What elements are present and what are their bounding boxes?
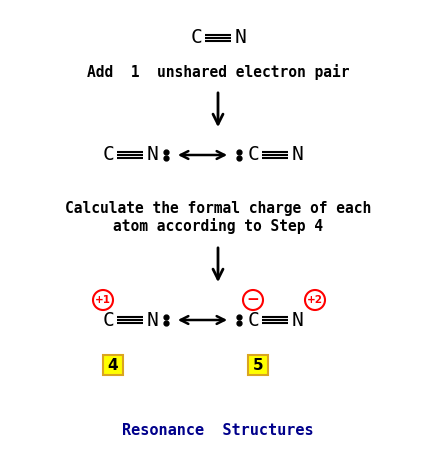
Text: N: N [291,146,303,165]
Text: N: N [291,311,303,330]
Text: +2: +2 [307,295,323,305]
Text: Add  1  unshared electron pair: Add 1 unshared electron pair [87,64,349,80]
Text: C: C [247,146,259,165]
Text: Calculate the formal charge of each: Calculate the formal charge of each [65,200,371,215]
Text: +1: +1 [95,295,111,305]
Text: C: C [190,28,202,47]
Text: C: C [102,311,114,330]
Text: C: C [102,146,114,165]
FancyBboxPatch shape [103,355,123,375]
Text: atom according to Step 4: atom according to Step 4 [113,218,323,234]
Text: N: N [146,146,158,165]
FancyBboxPatch shape [248,355,268,375]
Text: 4: 4 [108,358,118,372]
Text: 5: 5 [253,358,263,372]
Text: N: N [234,28,246,47]
Text: −: − [247,292,259,307]
Text: C: C [247,311,259,330]
Text: Resonance  Structures: Resonance Structures [122,423,314,438]
Text: N: N [146,311,158,330]
